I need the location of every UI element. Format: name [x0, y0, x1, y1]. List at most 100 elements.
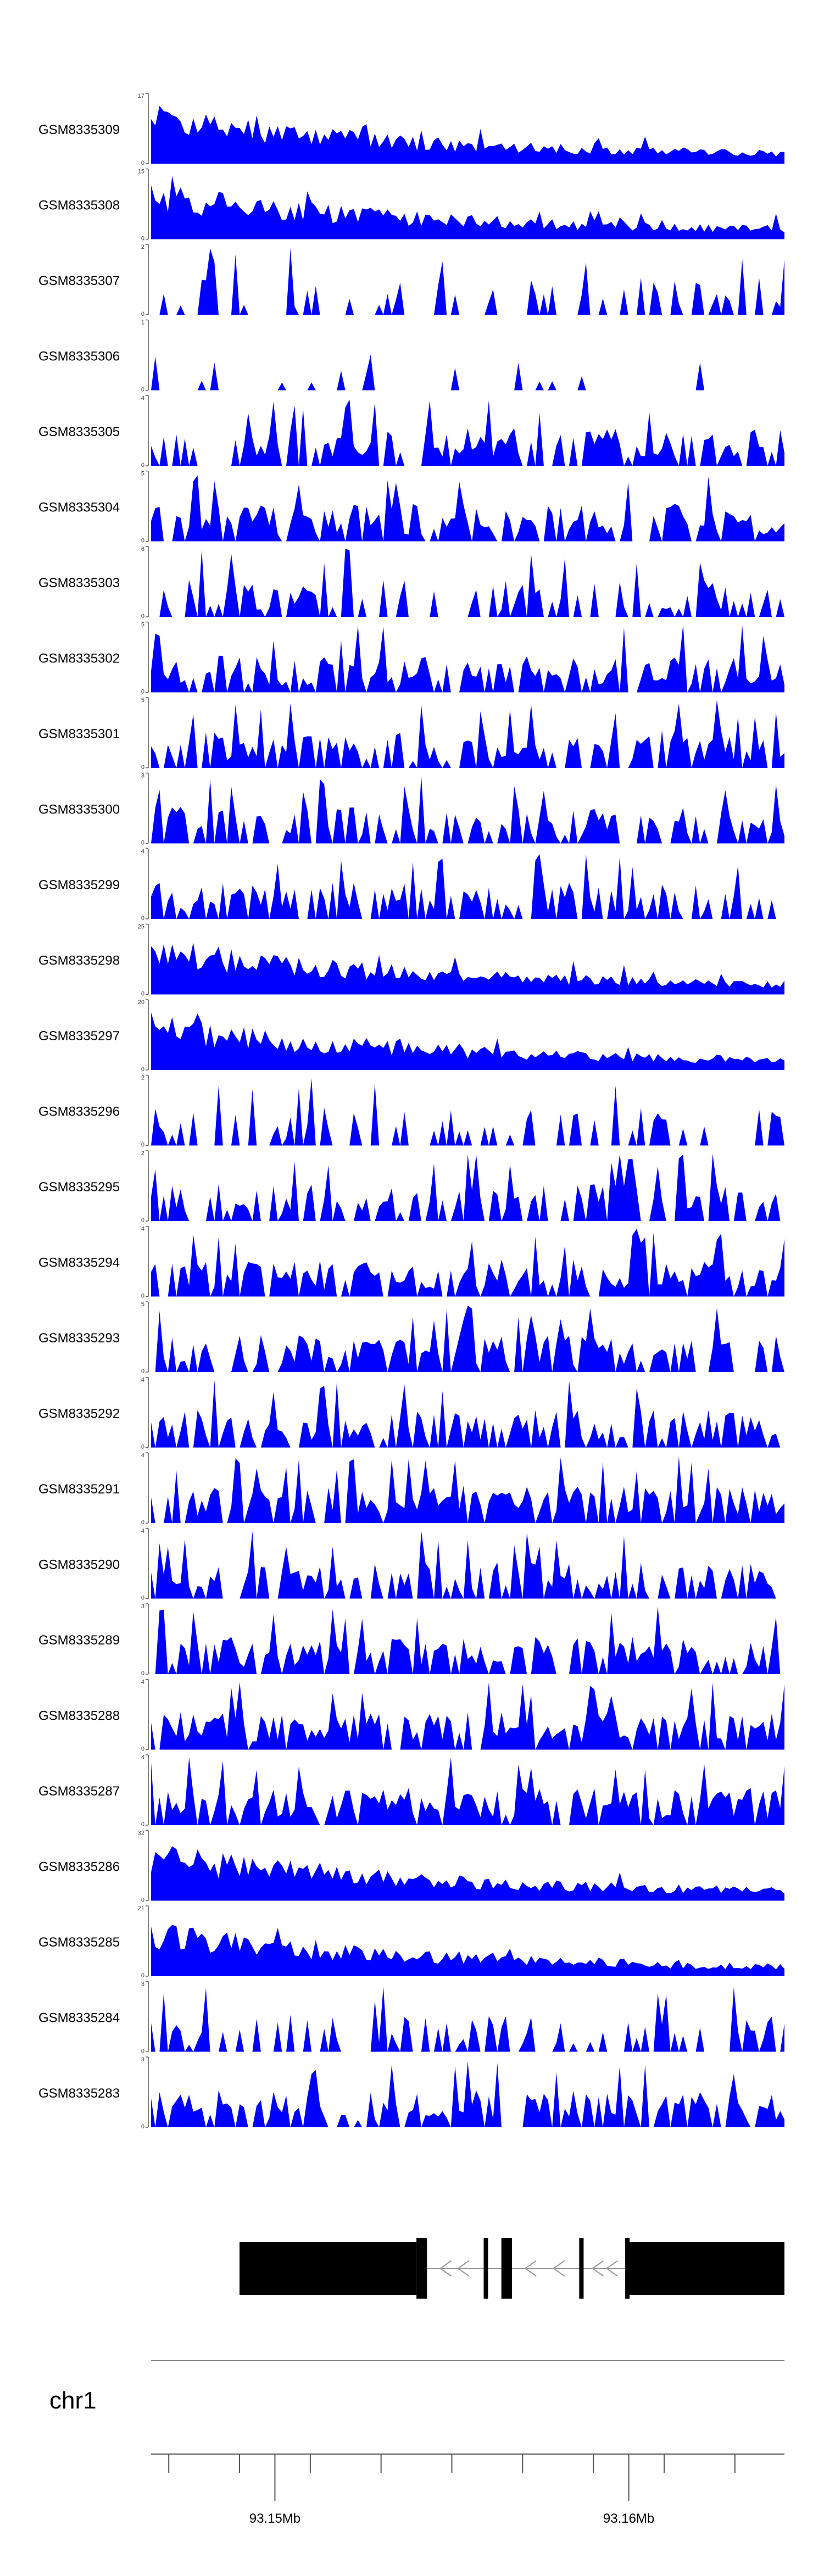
genome-axis: 93.15Mb 93.16Mb — [151, 2454, 784, 2526]
y-tick-label-min: 0 — [141, 2048, 144, 2055]
y-tick-label-min: 0 — [141, 2123, 144, 2130]
track-GSM8335285: GSM8335285 21 0 — [38, 1905, 784, 1979]
coverage-area — [151, 854, 784, 919]
y-tick-label-min: 0 — [141, 764, 144, 771]
track-GSM8335300: GSM8335300 3 0 — [38, 773, 784, 846]
track-GSM8335294: GSM8335294 4 0 — [38, 1226, 784, 1300]
y-tick-label-max: 3 — [141, 1603, 144, 1610]
coverage-area — [151, 1531, 784, 1599]
chromosome-track: chr1 — [49, 2360, 784, 2414]
y-tick-label-max: 4 — [141, 1377, 144, 1384]
coverage-area — [151, 354, 784, 391]
track-label: GSM8335286 — [38, 1860, 120, 1875]
coverage-area — [151, 1229, 784, 1297]
y-tick-label-max: 4 — [141, 1452, 144, 1459]
track-label: GSM8335296 — [38, 1105, 120, 1119]
track-GSM8335299: GSM8335299 4 0 — [38, 848, 784, 922]
y-tick-label-min: 0 — [141, 840, 144, 846]
coverage-area — [151, 1306, 784, 1372]
track-label: GSM8335290 — [38, 1558, 120, 1573]
coverage-area — [151, 176, 784, 239]
coverage-area — [151, 776, 784, 844]
y-tick-label-max: 5 — [141, 1301, 144, 1308]
track-label: GSM8335301 — [38, 727, 120, 741]
y-tick-label-max: 4 — [141, 848, 144, 855]
y-tick-label-min: 0 — [141, 1519, 144, 1526]
track-label: GSM8335285 — [38, 1935, 120, 1950]
y-tick-label-max: 25 — [138, 924, 144, 930]
coverage-area — [151, 1012, 784, 1070]
track-GSM8335291: GSM8335291 4 0 — [38, 1452, 784, 1526]
y-tick-label-max: 21 — [138, 1905, 144, 1912]
y-tick-label-min: 0 — [141, 1217, 144, 1224]
y-tick-label-min: 0 — [141, 1897, 144, 1904]
y-tick-label-max: 2 — [141, 244, 144, 250]
exon — [579, 2238, 584, 2299]
track-label: GSM8335293 — [38, 1331, 120, 1346]
y-tick-label-max: 2 — [141, 1150, 144, 1157]
y-tick-label-max: 4 — [141, 1528, 144, 1535]
track-label: GSM8335289 — [38, 1633, 120, 1648]
exon — [416, 2238, 427, 2299]
coverage-area — [151, 2061, 784, 2127]
coverage-area — [151, 700, 784, 768]
y-tick-label-max: 5 — [141, 697, 144, 704]
y-tick-label-max: 4 — [141, 395, 144, 402]
track-GSM8335304: GSM8335304 5 0 — [38, 471, 784, 544]
coverage-area — [151, 399, 784, 466]
y-tick-label-max: 4 — [141, 1679, 144, 1686]
gene-model-track — [240, 2238, 784, 2299]
y-tick-label-max: 5 — [141, 471, 144, 477]
strand-chevron — [439, 2260, 452, 2277]
coverage-area — [151, 943, 784, 995]
track-label: GSM8335287 — [38, 1784, 120, 1799]
y-tick-label-min: 0 — [141, 915, 144, 922]
track-label: GSM8335306 — [38, 349, 120, 364]
track-GSM8335288: GSM8335288 4 0 — [38, 1679, 784, 1753]
strand-chevron — [553, 2260, 565, 2277]
coverage-area — [151, 549, 784, 617]
track-label: GSM8335299 — [38, 878, 120, 893]
x-tick-label: 93.15Mb — [249, 2511, 300, 2526]
coverage-area — [151, 624, 784, 693]
exon — [483, 2238, 488, 2299]
coverage-area — [151, 1986, 784, 2052]
track-label: GSM8335309 — [38, 122, 120, 137]
coverage-area — [151, 1606, 784, 1674]
exon — [625, 2238, 630, 2299]
coverage-area — [151, 1456, 784, 1523]
strand-chevron — [524, 2260, 537, 2277]
track-GSM8335307: GSM8335307 2 0 — [38, 244, 784, 317]
track-GSM8335286: GSM8335286 32 0 — [38, 1830, 784, 1904]
y-tick-label-min: 0 — [141, 1066, 144, 1073]
track-GSM8335284: GSM8335284 3 0 — [38, 1981, 784, 2055]
track-label: GSM8335305 — [38, 425, 120, 439]
y-tick-label-min: 0 — [141, 538, 144, 544]
y-tick-label-max: 3 — [141, 1981, 144, 1988]
track-GSM8335298: GSM8335298 25 0 — [38, 924, 784, 997]
track-label: GSM8335292 — [38, 1407, 120, 1421]
strand-chevron — [457, 2260, 470, 2277]
track-label: GSM8335307 — [38, 274, 120, 288]
y-tick-label-max: 3 — [141, 2056, 144, 2063]
coverage-area — [151, 105, 784, 164]
exon — [501, 2238, 512, 2299]
y-tick-label-max: 4 — [141, 1226, 144, 1233]
track-GSM8335283: GSM8335283 3 0 — [38, 2056, 784, 2130]
y-tick-label-min: 0 — [141, 1293, 144, 1300]
y-tick-label-min: 0 — [141, 1972, 144, 1979]
exon — [240, 2242, 417, 2295]
track-GSM8335289: GSM8335289 3 0 — [38, 1603, 784, 1677]
track-GSM8335303: GSM8335303 6 0 — [38, 546, 784, 620]
coverage-area — [151, 1682, 784, 1750]
y-tick-label-max: 20 — [138, 999, 144, 1006]
y-tick-label-max: 4 — [141, 1754, 144, 1761]
y-tick-label-min: 0 — [141, 311, 144, 317]
y-tick-label-min: 0 — [141, 991, 144, 997]
y-tick-label-min: 0 — [141, 1368, 144, 1375]
strand-chevron — [591, 2260, 604, 2277]
y-tick-label-max: 2 — [141, 1075, 144, 1081]
track-GSM8335292: GSM8335292 4 0 — [38, 1377, 784, 1451]
track-GSM8335305: GSM8335305 4 0 — [38, 395, 784, 469]
